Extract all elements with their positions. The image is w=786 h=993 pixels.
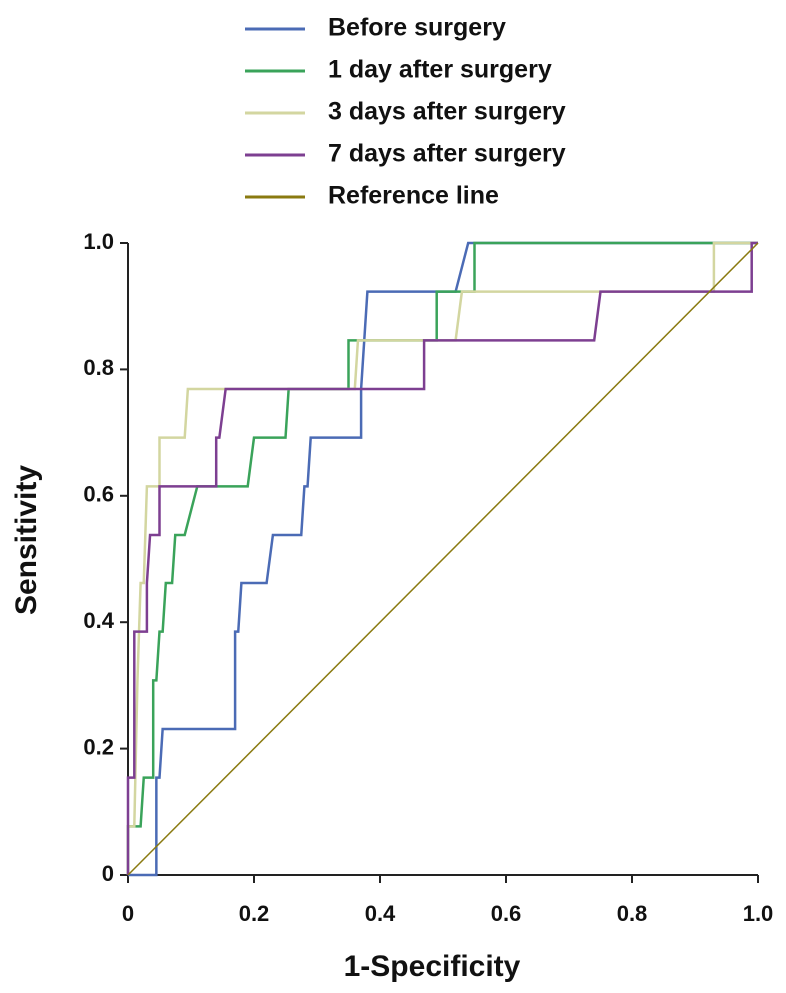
x-tick-label: 0: [122, 901, 134, 926]
roc-curve: [126, 241, 758, 875]
legend-label: 1 day after surgery: [328, 56, 552, 84]
legend-label: 3 days after surgery: [328, 98, 566, 126]
y-tick-label: 0.2: [83, 734, 114, 759]
x-tick-label: 0.6: [491, 901, 522, 926]
legend-label: Reference line: [328, 182, 499, 210]
x-tick-label: 0.8: [617, 901, 648, 926]
y-tick-label: 0: [102, 861, 114, 886]
x-tick-label: 1.0: [743, 901, 774, 926]
y-tick-label: 0.8: [83, 355, 114, 380]
x-tick-label: 0.4: [365, 901, 396, 926]
y-tick-label: 1.0: [83, 229, 114, 254]
y-tick-label: 0.4: [83, 608, 114, 633]
y-axis-label: Sensitivity: [10, 465, 43, 615]
y-tick-label: 0.6: [83, 482, 114, 507]
x-tick-label: 0.2: [239, 901, 270, 926]
legend-label: Before surgery: [328, 14, 506, 42]
x-axis-label: 1-Specificity: [344, 950, 521, 983]
roc-curve: [126, 241, 758, 875]
legend-label: 7 days after surgery: [328, 140, 566, 168]
roc-curve: [127, 242, 759, 876]
roc-curve: [128, 241, 758, 877]
